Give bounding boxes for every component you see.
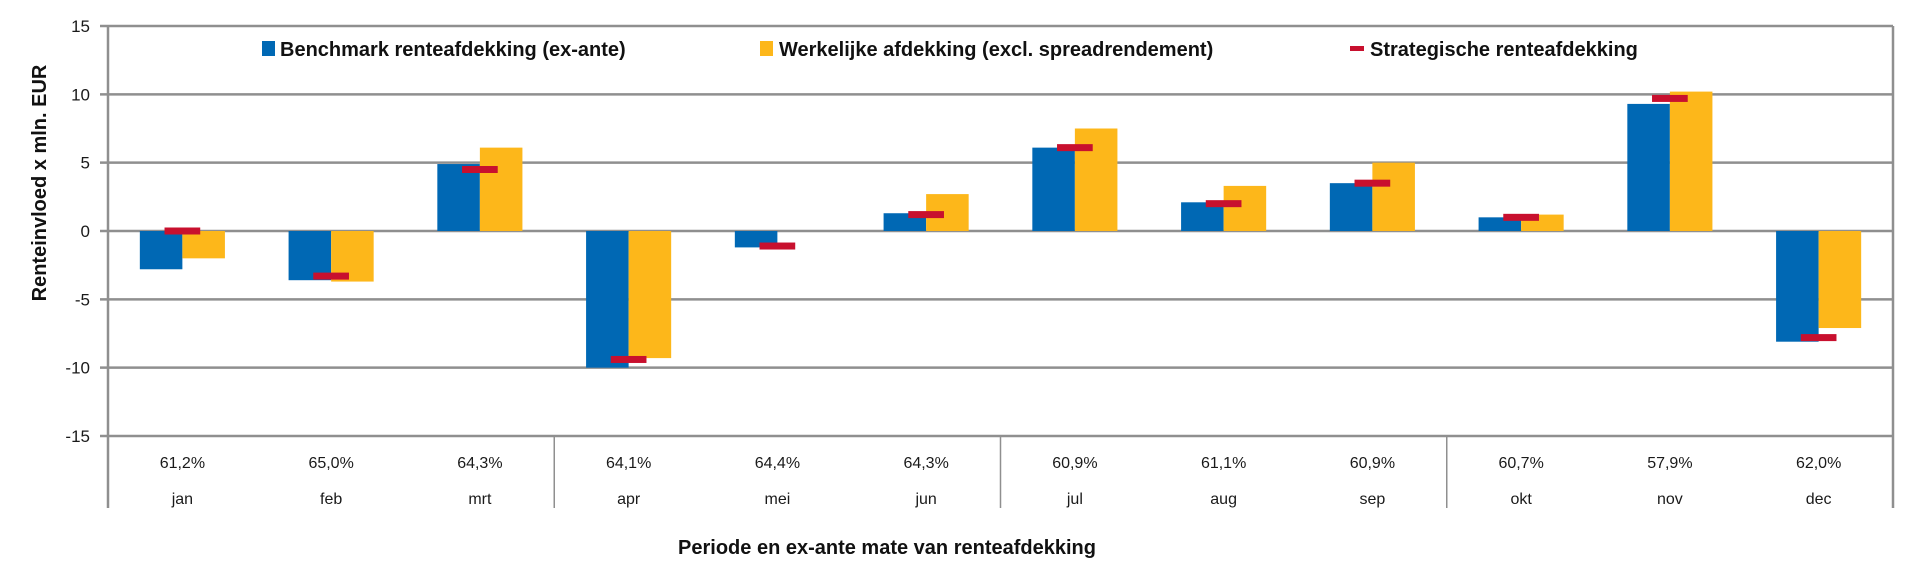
y-tick-labels: 15 10 5 0 -5 -10 -15	[65, 17, 90, 446]
category-month-label: dec	[1806, 491, 1832, 508]
category-month-label: jan	[171, 491, 193, 508]
category-month-label: mei	[764, 491, 790, 508]
marker-strategisch-jul	[1057, 144, 1093, 152]
bar-benchmark-jan	[139, 231, 183, 270]
category-percent-label: 64,1%	[606, 455, 651, 472]
y-tick-label: 5	[81, 154, 90, 173]
marker-strategisch-dec	[1800, 334, 1837, 342]
marker-strategisch-jan	[164, 227, 201, 235]
legend-swatch-werkelijk	[760, 41, 773, 56]
bar-benchmark-jul	[1032, 147, 1075, 231]
marker-strategisch-sep	[1354, 179, 1391, 187]
marker-strategisch-jun	[908, 211, 944, 219]
bar-benchmark-feb	[288, 231, 332, 281]
category-month-label: okt	[1510, 491, 1532, 508]
marker-strategisch-mei	[759, 242, 796, 250]
bar-werkelijk-apr	[628, 231, 672, 359]
bar-benchmark-dec	[1776, 231, 1819, 342]
category-percent-label: 64,3%	[457, 455, 502, 472]
marker-strategisch-feb	[313, 272, 349, 280]
category-percent-label: 65,0%	[308, 455, 353, 472]
marker-strategisch-apr	[610, 355, 647, 363]
category-month-label: jul	[1066, 491, 1083, 508]
y-tick-label: 15	[71, 17, 90, 36]
x-axis-title: Periode en ex-ante mate van renteafdekki…	[678, 537, 1096, 559]
bar-werkelijk-sep	[1372, 162, 1415, 231]
legend: Benchmark renteafdekking (ex-ante) Werke…	[262, 39, 1638, 61]
category-month-label: aug	[1210, 491, 1237, 508]
x-category-labels: 61,2% jan 65,0% feb 64,3% mrt 64,1% apr 64,4% mei…	[160, 455, 1842, 508]
category-percent-label: 60,9%	[1052, 455, 1097, 472]
bar-benchmark-apr	[586, 231, 629, 368]
y-tick-label: -15	[65, 427, 90, 446]
category-month-label: sep	[1359, 491, 1385, 508]
legend-label-strategisch: Strategische renteafdekking	[1370, 39, 1638, 61]
category-percent-label: 61,1%	[1201, 455, 1246, 472]
bar-benchmark-sep	[1329, 183, 1373, 231]
bar-werkelijk-mrt	[479, 147, 523, 231]
y-tick-label: 10	[71, 85, 90, 104]
marker-strategisch-nov	[1652, 94, 1688, 102]
category-percent-label: 62,0%	[1796, 455, 1841, 472]
category-percent-label: 64,4%	[755, 455, 800, 472]
strategic-markers	[164, 94, 1837, 363]
bar-werkelijk-aug	[1223, 185, 1267, 231]
category-percent-label: 60,9%	[1350, 455, 1395, 472]
axes	[106, 26, 1895, 508]
category-month-label: nov	[1657, 491, 1683, 508]
bar-benchmark-mrt	[437, 164, 480, 231]
legend-swatch-benchmark	[262, 41, 275, 56]
y-tick-label: -5	[75, 290, 90, 309]
marker-strategisch-mrt	[462, 166, 498, 173]
bar-werkelijk-nov	[1669, 91, 1713, 231]
bar-werkelijk-jan	[182, 231, 225, 259]
bar-werkelijk-jul	[1074, 128, 1118, 231]
gridlines	[100, 24, 1893, 438]
category-percent-label: 64,3%	[903, 455, 948, 472]
marker-strategisch-okt	[1503, 213, 1539, 221]
y-tick-label: -10	[65, 359, 90, 378]
category-percent-label: 61,2%	[160, 455, 205, 472]
bar-benchmark-nov	[1627, 103, 1670, 231]
bar-werkelijk-dec	[1818, 231, 1862, 329]
category-month-label: mrt	[468, 491, 492, 508]
category-percent-label: 60,7%	[1498, 455, 1543, 472]
bars	[139, 91, 1862, 368]
y-tick-label: 0	[81, 222, 90, 241]
category-month-label: jun	[914, 491, 936, 508]
y-axis-title: Renteinvloed x mln. EUR	[29, 64, 51, 301]
category-percent-label: 57,9%	[1647, 455, 1692, 472]
legend-label-benchmark: Benchmark renteafdekking (ex-ante)	[280, 39, 626, 61]
legend-swatch-strategisch	[1350, 46, 1364, 51]
category-month-label: apr	[617, 491, 641, 508]
category-month-label: feb	[320, 491, 342, 508]
marker-strategisch-aug	[1205, 200, 1242, 208]
legend-label-werkelijk: Werkelijke afdekking (excl. spreadrendem…	[779, 39, 1213, 61]
